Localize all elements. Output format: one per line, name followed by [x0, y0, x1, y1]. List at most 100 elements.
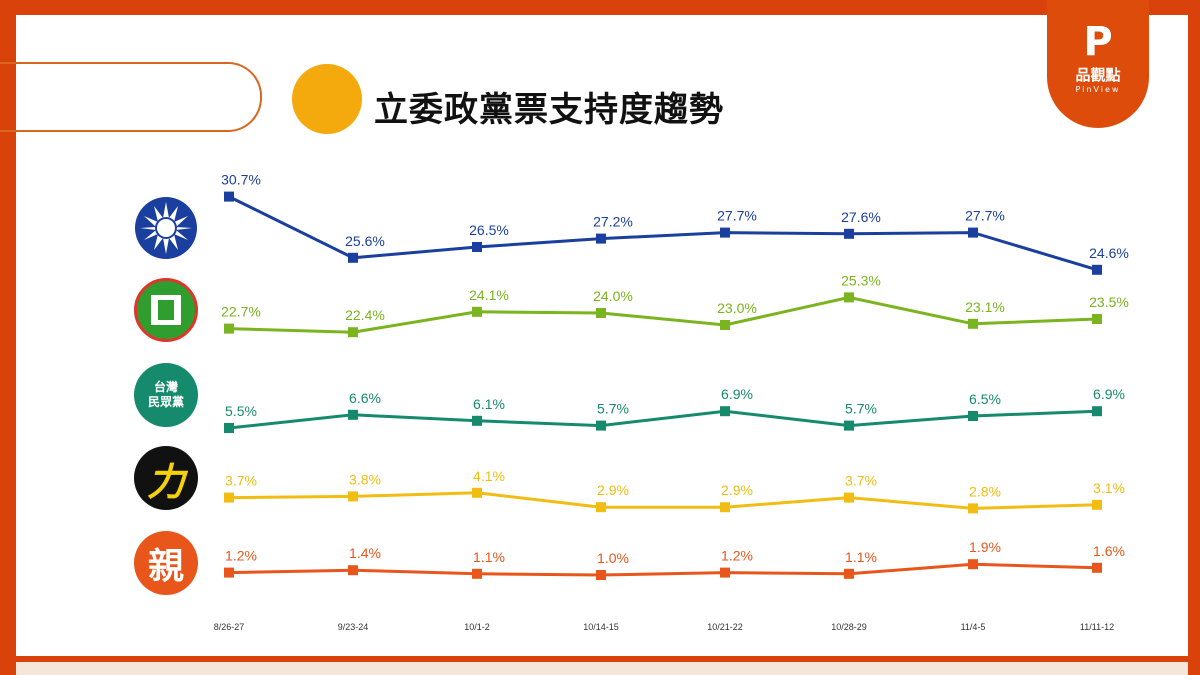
data-label: 6.6% [349, 390, 381, 406]
data-point [1092, 314, 1102, 324]
data-label: 1.1% [845, 549, 877, 565]
data-label: 3.7% [225, 473, 257, 489]
data-point [472, 415, 482, 426]
x-tick-label: 9/23-24 [338, 622, 369, 632]
x-tick-label: 10/28-29 [831, 622, 867, 632]
x-tick-label: 10/1-2 [464, 622, 490, 632]
data-point [968, 411, 978, 421]
data-point [224, 567, 234, 578]
data-point [472, 487, 482, 498]
data-label: 25.3% [841, 272, 881, 288]
data-label: 1.9% [969, 539, 1001, 555]
series-line-dpp-emblem [228, 295, 1098, 334]
data-label: 5.7% [845, 401, 877, 417]
series-line-tpp-emblem [228, 409, 1098, 430]
data-label: 23.0% [717, 300, 757, 316]
data-point [224, 191, 234, 202]
x-tick-label: 8/26-27 [214, 622, 245, 632]
data-label: 27.7% [717, 208, 757, 224]
data-label: 3.1% [1093, 480, 1125, 496]
data-label: 24.6% [1089, 245, 1129, 261]
data-point [472, 568, 482, 579]
logo-p-icon: P [1083, 19, 1113, 65]
data-point [224, 492, 234, 503]
data-point [1092, 499, 1102, 510]
npp-emblem-icon: 力 [134, 446, 198, 510]
data-point [844, 292, 854, 303]
data-point [720, 502, 730, 513]
series-line-pfp-emblem [228, 562, 1098, 577]
data-label: 6.1% [473, 396, 505, 412]
pinview-logo: P 品觀點 PinView [1047, 0, 1149, 128]
data-label: 27.6% [841, 209, 881, 225]
data-label: 22.4% [345, 307, 385, 323]
data-label: 1.2% [225, 548, 257, 564]
logo-text-en: PinView [1075, 85, 1121, 94]
page-title: 立委政黨票支持度趨勢 [374, 90, 724, 130]
data-point [596, 308, 606, 318]
data-label: 5.5% [225, 403, 257, 419]
data-point [596, 502, 606, 513]
data-label: 4.1% [473, 468, 505, 484]
data-point [596, 233, 606, 244]
data-point [844, 492, 854, 503]
series-line-kmt-emblem [228, 195, 1098, 272]
title-dot [292, 64, 362, 134]
data-point [348, 409, 358, 420]
data-label: 3.8% [349, 471, 381, 487]
data-label: 24.1% [469, 287, 509, 303]
pfp-emblem-icon: 親 [134, 531, 198, 595]
data-label: 2.9% [721, 482, 753, 498]
data-point [720, 406, 730, 417]
x-tick-label: 10/21-22 [707, 622, 743, 632]
data-label: 26.5% [469, 222, 509, 238]
x-tick-label: 11/4-5 [961, 622, 986, 632]
data-label: 6.9% [721, 386, 753, 402]
data-label: 2.9% [597, 482, 629, 498]
data-label: 1.2% [721, 548, 753, 564]
data-point [596, 570, 606, 580]
data-point [224, 423, 234, 433]
data-point [720, 567, 730, 578]
data-label: 25.6% [345, 233, 385, 249]
data-label: 23.1% [965, 299, 1005, 315]
data-label: 6.5% [969, 391, 1001, 407]
chart-panel [16, 15, 1188, 656]
data-point [968, 559, 978, 570]
data-point [720, 227, 730, 238]
data-point [844, 228, 854, 239]
data-point [1092, 264, 1102, 275]
data-point [472, 306, 482, 317]
x-tick-label: 10/14-15 [583, 622, 619, 632]
data-label: 30.7% [221, 172, 261, 188]
data-point [1092, 562, 1102, 573]
data-label: 24.0% [593, 288, 633, 304]
data-label: 27.2% [593, 214, 633, 230]
data-label: 27.7% [965, 208, 1005, 224]
data-point [348, 327, 358, 338]
data-point [348, 252, 358, 263]
data-point [224, 323, 234, 334]
data-label: 2.8% [969, 483, 1001, 499]
data-point [596, 420, 606, 431]
data-label: 1.1% [473, 549, 505, 565]
data-label: 3.7% [845, 473, 877, 489]
kmt-emblem-icon [134, 196, 198, 260]
decorative-pill [0, 62, 262, 132]
data-label: 22.7% [221, 304, 261, 320]
data-point [844, 568, 854, 579]
data-label: 1.4% [349, 545, 381, 561]
series-line-npp-emblem [228, 491, 1098, 510]
tpp-emblem-icon: 台灣 民眾黨 [134, 363, 198, 427]
data-point [968, 227, 978, 238]
data-label: 1.6% [1093, 543, 1125, 559]
data-point [1092, 406, 1102, 417]
data-label: 6.9% [1093, 386, 1125, 402]
data-label: 23.5% [1089, 294, 1129, 310]
data-point [348, 491, 358, 502]
data-point [348, 565, 358, 576]
data-label: 5.7% [597, 401, 629, 417]
data-point [968, 318, 978, 329]
logo-text-zh: 品觀點 [1075, 66, 1121, 84]
